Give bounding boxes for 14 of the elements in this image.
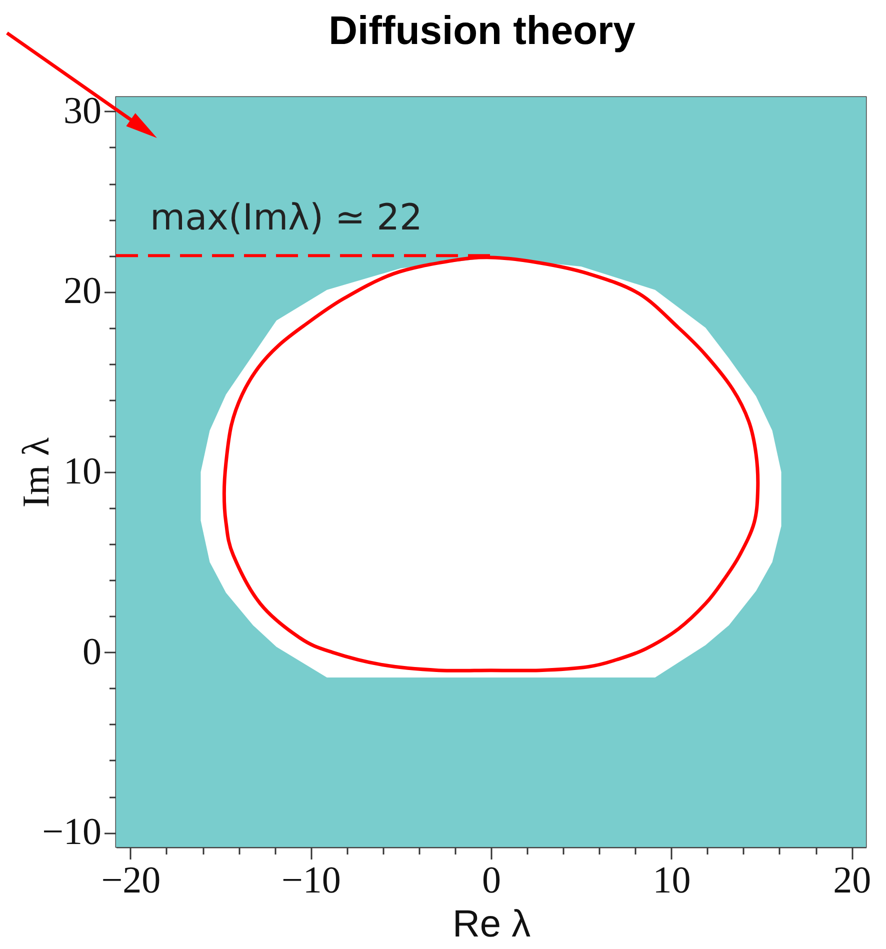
y-axis-title: Im λ [16,436,58,508]
x-tick-label: 10 [652,860,691,902]
y-tick-label: −10 [42,811,102,854]
y-tick-label: 10 [64,450,102,492]
y-tick-label: 20 [64,270,102,312]
x-tick-label: −20 [101,860,161,902]
x-axis-title: Re λ [452,904,531,946]
chart-title: Diffusion theory [328,9,636,53]
x-tick-label: −10 [281,860,341,902]
y-tick-label: 0 [82,630,102,673]
ref-line-label: max(Imλ) ≃ 22 [150,198,422,239]
y-tick-label: 30 [64,90,102,132]
x-tick-label: 20 [833,860,872,902]
x-tick-label: 0 [482,860,501,902]
